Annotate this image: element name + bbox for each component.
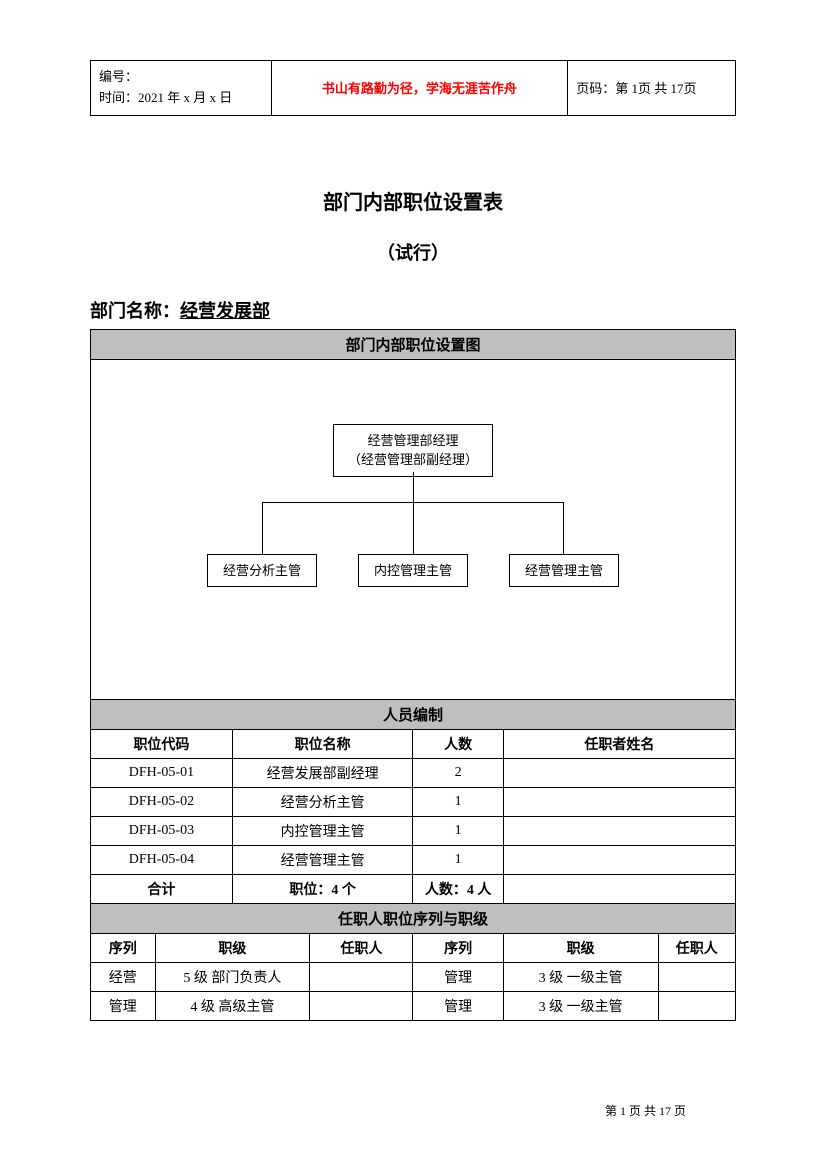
org-node-control: 内控管理主管 <box>358 554 468 588</box>
header-table: 编号： 时间：2021 年 x 月 x 日 书山有路勤为径，学海无涯苦作舟 页码… <box>90 60 736 116</box>
time-label: 时间： <box>99 90 138 105</box>
total-holder <box>503 874 735 903</box>
code-label: 编号： <box>99 69 138 84</box>
staff-row: DFH-05-03 内控管理主管 1 <box>91 816 736 845</box>
cell-name: 内控管理主管 <box>232 816 413 845</box>
cell-count: 1 <box>413 787 503 816</box>
col-holder: 任职者姓名 <box>503 729 735 758</box>
cell-holder <box>658 962 735 991</box>
org-node-manager: 经营管理部经理 （经营管理部副经理） <box>333 424 493 477</box>
staff-total-row: 合计 职位：4 个 人数：4 人 <box>91 874 736 903</box>
cell-rank: 4 级 高级主管 <box>155 991 310 1020</box>
cell-seq: 管理 <box>91 991 156 1020</box>
page-value: 第 1页 共 17页 <box>615 81 696 96</box>
cell-count: 1 <box>413 845 503 874</box>
cell-holder <box>310 962 413 991</box>
dept-name: 经营发展部 <box>180 301 270 321</box>
rank-row: 经营 5 级 部门负责人 管理 3 级 一级主管 <box>91 962 736 991</box>
cell-name: 经营管理主管 <box>232 845 413 874</box>
col-name: 职位名称 <box>232 729 413 758</box>
col-code: 职位代码 <box>91 729 233 758</box>
total-count: 人数：4 人 <box>413 874 503 903</box>
staff-row: DFH-05-02 经营分析主管 1 <box>91 787 736 816</box>
page-title: 部门内部职位设置表 <box>90 186 736 215</box>
cell-rank: 5 级 部门负责人 <box>155 962 310 991</box>
header-left-cell: 编号： 时间：2021 年 x 月 x 日 <box>91 61 272 116</box>
col-seq-r: 序列 <box>413 933 503 962</box>
header-motto: 书山有路勤为径，学海无涯苦作舟 <box>271 61 568 116</box>
department-line: 部门名称：经营发展部 <box>90 297 736 323</box>
time-value: 2021 年 x 月 x 日 <box>138 90 232 105</box>
page-footer: 第 1 页 共 17 页 <box>605 1102 686 1119</box>
page-label: 页码： <box>576 81 615 96</box>
rank-row: 管理 4 级 高级主管 管理 3 级 一级主管 <box>91 991 736 1020</box>
cell-holder <box>503 758 735 787</box>
cell-holder <box>503 816 735 845</box>
org-node-analysis: 经营分析主管 <box>207 554 317 588</box>
cell-code: DFH-05-03 <box>91 816 233 845</box>
cell-seq: 管理 <box>413 962 503 991</box>
cell-name: 经营发展部副经理 <box>232 758 413 787</box>
org-top-line1: 经营管理部经理 <box>342 431 484 451</box>
cell-holder <box>503 845 735 874</box>
cell-code: DFH-05-02 <box>91 787 233 816</box>
cell-rank: 3 级 一级主管 <box>503 991 658 1020</box>
staff-row: DFH-05-01 经营发展部副经理 2 <box>91 758 736 787</box>
cell-rank: 3 级 一级主管 <box>503 962 658 991</box>
cell-count: 2 <box>413 758 503 787</box>
col-seq-l: 序列 <box>91 933 156 962</box>
org-connector <box>262 502 263 554</box>
document-page: 编号： 时间：2021 年 x 月 x 日 书山有路勤为径，学海无涯苦作舟 页码… <box>0 0 826 1061</box>
rank-header-row: 序列 职级 任职人 序列 职级 任职人 <box>91 933 736 962</box>
cell-holder <box>503 787 735 816</box>
staff-row: DFH-05-04 经营管理主管 1 <box>91 845 736 874</box>
header-page-cell: 页码：第 1页 共 17页 <box>568 61 736 116</box>
main-table: 部门内部职位设置图 经营管理部经理 （经营管理部副经理） 经营分析主管 内控管理… <box>90 329 736 1021</box>
org-top-line2: （经营管理部副经理） <box>342 450 484 470</box>
orgchart: 经营管理部经理 （经营管理部副经理） 经营分析主管 内控管理主管 经营管理主管 <box>97 364 729 695</box>
cell-code: DFH-05-01 <box>91 758 233 787</box>
cell-holder <box>658 991 735 1020</box>
org-connector <box>563 502 564 554</box>
section-rank-header: 任职人职位序列与职级 <box>91 903 736 933</box>
section-orgchart-header: 部门内部职位设置图 <box>91 329 736 359</box>
col-holder-l: 任职人 <box>310 933 413 962</box>
cell-code: DFH-05-04 <box>91 845 233 874</box>
total-label: 合计 <box>91 874 233 903</box>
cell-count: 1 <box>413 816 503 845</box>
dept-label: 部门名称： <box>90 301 180 321</box>
cell-name: 经营分析主管 <box>232 787 413 816</box>
col-rank-r: 职级 <box>503 933 658 962</box>
orgchart-cell: 经营管理部经理 （经营管理部副经理） 经营分析主管 内控管理主管 经营管理主管 <box>91 359 736 699</box>
page-subtitle: （试行） <box>90 239 736 265</box>
col-count: 人数 <box>413 729 503 758</box>
org-node-manage: 经营管理主管 <box>509 554 619 588</box>
cell-seq: 经营 <box>91 962 156 991</box>
section-staff-header: 人员编制 <box>91 699 736 729</box>
org-connector <box>413 472 414 502</box>
col-rank-l: 职级 <box>155 933 310 962</box>
cell-seq: 管理 <box>413 991 503 1020</box>
staff-header-row: 职位代码 职位名称 人数 任职者姓名 <box>91 729 736 758</box>
cell-holder <box>310 991 413 1020</box>
total-name: 职位：4 个 <box>232 874 413 903</box>
org-connector <box>413 502 414 554</box>
col-holder-r: 任职人 <box>658 933 735 962</box>
